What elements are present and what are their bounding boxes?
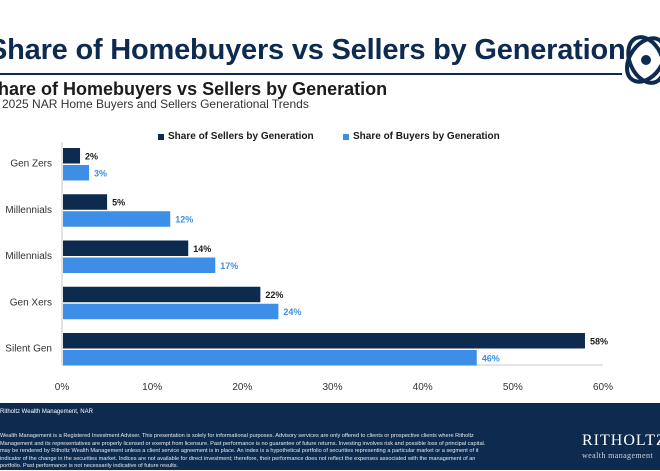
brand-subtitle: wealth management [582, 451, 653, 460]
slide-title: Share of Homebuyers vs Sellers by Genera… [0, 34, 626, 66]
sellers-bar [63, 286, 261, 303]
buyers-bar [63, 303, 279, 320]
buyers-data-label: 12% [175, 215, 193, 225]
buyers-bar [63, 350, 477, 366]
x-tick-label: 60% [593, 382, 613, 393]
buyers-bar [63, 165, 90, 181]
buyers-bar [63, 211, 171, 227]
buyers-data-label: 46% [482, 353, 500, 363]
x-tick-label: 20% [232, 382, 252, 393]
legend-item-buyers: Share of Buyers by Generation [343, 131, 500, 142]
sellers-data-label: 14% [193, 244, 211, 254]
x-tick-label: 30% [322, 382, 342, 393]
category-label: Millennials [5, 251, 52, 262]
legend-item-sellers: Share of Sellers by Generation [158, 131, 314, 142]
brand-name: RITHOLTZ [582, 432, 660, 449]
chart-title: Share of Homebuyers vs Sellers by Genera… [0, 79, 388, 99]
sellers-bar [63, 333, 585, 349]
footer: Ritholtz Wealth Management, NAR Wealth M… [0, 403, 660, 470]
sellers-data-label: 2% [85, 151, 98, 161]
sellers-data-label: 58% [590, 336, 608, 346]
sellers-bar [63, 148, 81, 164]
category-label: Gen Xers [10, 297, 52, 308]
legend-swatch-buyers [343, 133, 349, 140]
sellers-bar [63, 240, 189, 256]
buyers-data-label: 24% [283, 307, 301, 317]
footer-disclaimer: Wealth Management is a Registered Invest… [0, 433, 486, 470]
category-label: Silent Gen [5, 344, 52, 355]
x-tick-label: 40% [413, 382, 433, 393]
sellers-bar [63, 194, 108, 210]
footer-source: Ritholtz Wealth Management, NAR [0, 409, 93, 415]
buyers-data-label: 17% [220, 261, 238, 271]
buyers-bar [63, 257, 216, 273]
category-label: Millennials [5, 205, 52, 216]
legend-label-sellers: Share of Sellers by Generation [168, 131, 314, 142]
legend-swatch-sellers [158, 133, 164, 140]
category-label: Gen Zers [10, 159, 52, 170]
x-tick-label: 10% [142, 382, 162, 393]
footer-brand: RITHOLTZ wealth management [582, 432, 660, 460]
chart-subtitle: 2025 NAR Home Buyers and Sellers Generat… [2, 97, 309, 111]
sellers-data-label: 5% [112, 198, 125, 208]
legend-label-buyers: Share of Buyers by Generation [353, 131, 500, 142]
buyers-data-label: 3% [94, 168, 107, 178]
sellers-data-label: 22% [265, 290, 283, 300]
chart-legend: Share of Sellers by Generation Share of … [0, 131, 660, 145]
x-tick-label: 50% [503, 382, 523, 393]
x-tick-label: 0% [55, 382, 70, 393]
title-divider [0, 73, 622, 75]
bar-chart: 0% 10% 20% 30% 40% 50% 60% Gen Zers 2% 3% Millenni… [5, 142, 613, 393]
